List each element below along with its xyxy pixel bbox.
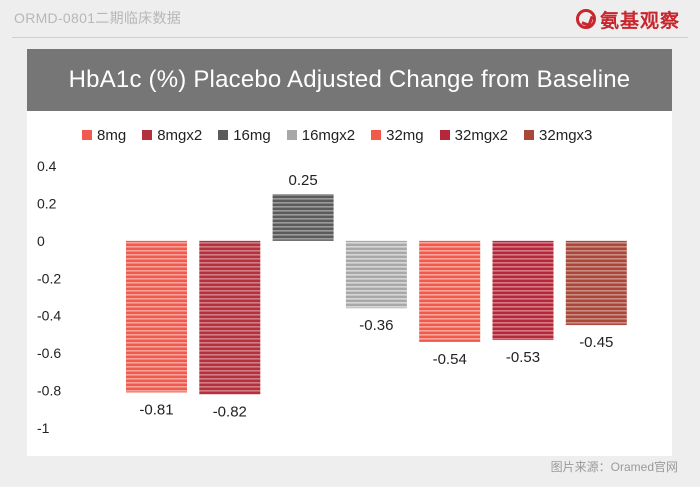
- data-label-32mgx3: -0.45: [579, 334, 613, 351]
- legend-label: 32mgx2: [454, 126, 509, 144]
- legend-swatch: [439, 130, 450, 140]
- data-label-8mg: -0.81: [139, 401, 173, 418]
- y-tick-label: -0.8: [37, 383, 61, 399]
- y-tick-label: -0.6: [37, 345, 61, 361]
- image-source-note: 图片来源：Oramed官网: [550, 460, 678, 474]
- legend-swatch: [82, 130, 92, 140]
- legend-swatch: [524, 130, 535, 140]
- data-label-16mgx2: -0.36: [359, 317, 393, 334]
- legend-item: 8mg: [82, 127, 126, 144]
- y-tick-label: -0.2: [37, 270, 61, 286]
- data-label-32mgx2: -0.53: [506, 349, 540, 366]
- legend-item: 16mg: [218, 127, 271, 144]
- data-labels: -0.81 -0.82 0.25 -0.36 -0.54 -0.53 -0.45: [139, 172, 613, 420]
- header-divider: [12, 37, 688, 38]
- legend-label: 8mg: [97, 126, 127, 144]
- legend-label: 8mgx2: [157, 126, 203, 144]
- legend-swatch: [371, 130, 382, 140]
- legend-swatch: [142, 130, 153, 140]
- y-tick-label: 0: [37, 233, 45, 249]
- y-tick-label: -0.4: [37, 308, 61, 324]
- data-label-32mg: -0.54: [433, 351, 467, 368]
- chart-legend: 8mg 8mgx2 16mg 16mgx2 32mg 32mgx2 32mgx3: [82, 125, 608, 145]
- y-tick-label: 0.2: [37, 195, 57, 211]
- bar-32mgx3: [565, 240, 627, 326]
- data-label-8mgx2: -0.82: [213, 403, 247, 420]
- legend-item: 16mgx2: [286, 126, 356, 144]
- bar-8mg: [126, 240, 187, 393]
- bar-16mgx2: [345, 240, 407, 309]
- bar-32mg: [419, 240, 481, 342]
- bar-16mg: [272, 194, 334, 241]
- brand-name: 氨基观察: [599, 9, 680, 32]
- chart-title: HbA1c (%) Placebo Adjusted Change from B…: [68, 66, 631, 93]
- legend-label: 16mg: [233, 126, 271, 144]
- chart-title-bar: HbA1c (%) Placebo Adjusted Change from B…: [27, 49, 672, 111]
- brand-logo: 氨基观察: [575, 6, 680, 32]
- y-tick-label: 0.4: [37, 158, 57, 174]
- legend-swatch: [286, 130, 297, 140]
- legend-label: 32mg: [386, 126, 424, 144]
- legend-item: 32mgx3: [524, 127, 592, 144]
- legend-label: 16mgx2: [301, 126, 356, 144]
- red-ring-arrow-icon: [575, 9, 596, 29]
- bar-32mgx2: [492, 240, 554, 341]
- legend-item: 32mgx2: [439, 126, 509, 144]
- data-label-16mg: 0.25: [288, 172, 317, 189]
- header-caption: ORMD-0801二期临床数据: [14, 10, 182, 26]
- legend-item: 8mgx2: [142, 127, 202, 144]
- legend-swatch: [218, 130, 229, 140]
- legend-label: 32mgx3: [539, 126, 593, 144]
- legend-item: 32mg: [371, 127, 424, 144]
- bar-8mgx2: [199, 240, 261, 395]
- y-axis: 0.4 0.2 0 -0.2 -0.4 -0.6 -0.8 -1: [37, 158, 61, 436]
- y-tick-label: -1: [37, 420, 50, 436]
- bars: [126, 194, 627, 395]
